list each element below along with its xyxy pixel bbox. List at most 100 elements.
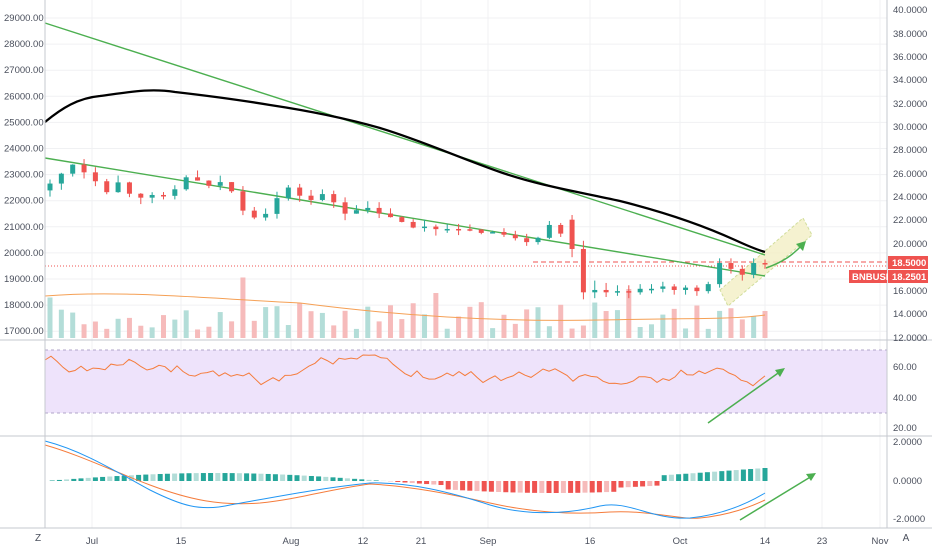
candle-body xyxy=(626,291,632,293)
moving-average-line xyxy=(44,89,766,254)
macd-histogram xyxy=(49,468,768,493)
auto-scale-button[interactable]: A xyxy=(902,533,910,544)
volume-bar xyxy=(399,319,405,338)
current-price-tag-bg xyxy=(888,270,928,283)
macd-hist-bar xyxy=(244,473,250,481)
volume-bar xyxy=(524,309,530,338)
macd-hist-bar xyxy=(85,477,91,481)
candle-body xyxy=(115,182,121,193)
macd-hist-bar xyxy=(733,470,739,481)
candle-body xyxy=(285,187,291,199)
rsi-axis-label: 60.00 xyxy=(893,362,917,373)
time-axis-label: 14 xyxy=(760,536,771,547)
volume-bar xyxy=(217,312,223,338)
volume-bar xyxy=(183,310,189,338)
candle-body xyxy=(251,210,257,218)
rsi-trend-arrow xyxy=(707,370,782,424)
left-axis-label: 21000.00 xyxy=(4,222,44,233)
volume-bar xyxy=(569,328,575,338)
macd-trend-arrow-head xyxy=(806,473,816,481)
macd-hist-bar xyxy=(251,473,257,481)
candle-body xyxy=(126,182,132,194)
macd-hist-bar xyxy=(632,481,638,487)
volume-bar xyxy=(456,316,462,338)
time-axis-label: 12 xyxy=(358,536,369,547)
volume-bar xyxy=(274,306,280,338)
macd-hist-bar xyxy=(337,477,343,481)
volume-bar xyxy=(115,318,121,338)
volume-bars xyxy=(47,277,768,338)
candle-body xyxy=(308,195,314,200)
candle-body xyxy=(467,229,473,231)
macd-hist-bar xyxy=(704,472,710,481)
candle-body xyxy=(160,194,166,197)
macd-hist-bar xyxy=(575,481,581,493)
macd-hist-bar xyxy=(121,475,127,481)
volume-bar xyxy=(297,302,303,338)
macd-axis-label: 2.0000 xyxy=(893,437,922,448)
macd-hist-bar xyxy=(438,481,444,486)
candle-body xyxy=(365,207,371,211)
right-axis-label: 22.0000 xyxy=(893,215,927,226)
right-axis-label: 28.0000 xyxy=(893,145,927,156)
candle-body xyxy=(263,213,269,218)
macd-hist-bar xyxy=(661,475,667,481)
candle-body xyxy=(456,228,462,231)
volume-bar xyxy=(138,325,144,338)
time-axis-label: Sep xyxy=(480,536,497,547)
candle-body xyxy=(58,173,64,184)
macd-hist-bar xyxy=(287,474,293,481)
candle-body xyxy=(81,164,87,173)
candle-body xyxy=(535,237,541,243)
candle-body xyxy=(558,224,564,234)
macd-hist-bar xyxy=(229,473,235,481)
macd-hist-bar xyxy=(582,481,588,493)
left-axis-label: 26000.00 xyxy=(4,91,44,102)
volume-bar xyxy=(353,328,359,338)
macd-signal-line xyxy=(44,444,766,519)
right-axis-label: 34.0000 xyxy=(893,75,927,86)
macd-hist-bar xyxy=(352,478,358,481)
time-axis-label: Jul xyxy=(86,536,98,547)
time-axis-label: 21 xyxy=(416,536,427,547)
candle-body xyxy=(717,263,723,285)
volume-bar xyxy=(92,321,98,338)
volume-bar xyxy=(47,297,53,338)
symbol-tag: BNBUSDT xyxy=(852,272,899,283)
candle-body xyxy=(478,229,484,233)
volume-bar xyxy=(319,312,325,338)
macd-hist-bar xyxy=(344,478,350,481)
macd-hist-bar xyxy=(762,468,768,481)
zoom-z-button[interactable]: Z xyxy=(34,533,42,544)
symbol-tag-bg xyxy=(849,270,887,283)
time-axis-label: 23 xyxy=(817,536,828,547)
volume-bar xyxy=(705,328,711,338)
volume-bar xyxy=(467,306,473,338)
macd-hist-bar xyxy=(474,481,480,492)
macd-line xyxy=(44,440,766,519)
candle-body xyxy=(524,238,530,243)
time-axis-label: 16 xyxy=(585,536,596,547)
channel-projection xyxy=(719,217,813,307)
macd-hist-bar xyxy=(755,468,761,481)
macd-trend-arrow xyxy=(739,475,813,521)
volume-bar xyxy=(614,310,620,338)
macd-hist-bar xyxy=(546,481,552,493)
macd-hist-bar xyxy=(265,473,271,481)
left-axis-label: 25000.00 xyxy=(4,117,44,128)
candle-body xyxy=(580,248,586,293)
projection-arrow-head xyxy=(796,241,806,251)
candle-body xyxy=(240,191,246,211)
candle-body xyxy=(319,194,325,200)
macd-hist-bar xyxy=(445,481,451,490)
macd-hist-bar xyxy=(294,475,300,481)
volume-bar xyxy=(308,311,314,338)
macd-hist-bar xyxy=(560,481,566,493)
volume-bar xyxy=(410,303,416,338)
volume-bar xyxy=(126,317,132,338)
candle-body xyxy=(104,181,110,193)
candle-body xyxy=(490,232,496,234)
macd-hist-bar xyxy=(366,479,372,481)
volume-bar xyxy=(433,293,439,338)
